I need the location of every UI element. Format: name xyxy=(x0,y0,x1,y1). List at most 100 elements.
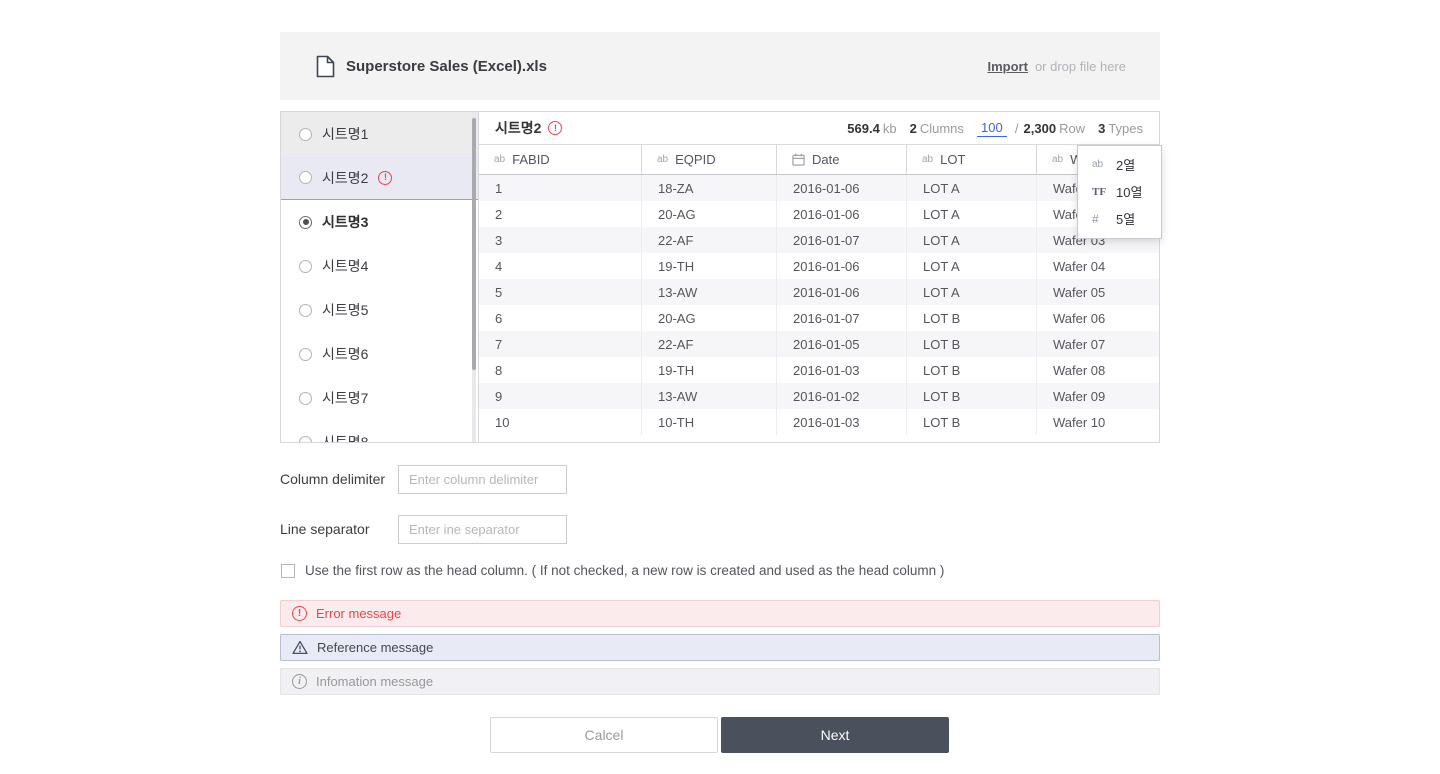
radio-icon[interactable] xyxy=(299,259,312,273)
cell: 10-TH xyxy=(642,409,777,435)
sheet-label: 시트명1 xyxy=(322,126,369,142)
radio-checked-icon[interactable] xyxy=(299,215,312,229)
sidebar-item-sheet7[interactable]: 시트명7 xyxy=(281,376,478,420)
radio-icon[interactable] xyxy=(299,171,312,184)
radio-icon[interactable] xyxy=(299,391,312,405)
sidebar-item-sheet1[interactable]: 시트명1 xyxy=(281,112,478,156)
radio-icon[interactable] xyxy=(299,303,312,317)
radio-icon[interactable] xyxy=(299,347,312,361)
rows-label: Row xyxy=(1059,120,1086,136)
cell: 3 xyxy=(479,227,642,253)
sheet-label: 시트명5 xyxy=(322,302,369,318)
sidebar-scrollbar-thumb[interactable] xyxy=(472,118,476,370)
columns-label: Clumns xyxy=(919,120,964,136)
sidebar-item-sheet3[interactable]: 시트명3 xyxy=(281,200,478,244)
info-icon xyxy=(292,674,307,689)
text-type-icon: ab xyxy=(1052,154,1064,165)
table-row[interactable]: 6 20-AG 2016-01-07 LOT B Wafer 06 xyxy=(479,305,1159,331)
table-body: 1 18-ZA 2016-01-06 LOT A Wafer 01 2 20-A… xyxy=(479,175,1159,435)
sheet-label: 시트명3 xyxy=(322,214,369,230)
rows-preview-count-input[interactable]: 100 xyxy=(976,120,1007,137)
cell: 6 xyxy=(479,305,642,331)
cell: 22-AF xyxy=(642,331,777,357)
line-separator-input[interactable] xyxy=(398,515,567,544)
dropdown-option-date[interactable]: TF 10열 xyxy=(1092,185,1143,200)
dropdown-option-number[interactable]: # 5열 xyxy=(1092,211,1136,228)
sheet-title-warning-icon xyxy=(548,121,563,135)
table-row[interactable]: 7 22-AF 2016-01-05 LOT B Wafer 07 xyxy=(479,331,1159,357)
dateformat-type-icon: TF xyxy=(1092,185,1107,198)
cell: 13-AW xyxy=(642,279,777,305)
error-icon xyxy=(292,606,307,621)
cancel-button[interactable]: Calcel xyxy=(490,717,718,753)
sheet-stats: 569.4 kb 2 Clumns 100 / 2,300 Row 3 Types xyxy=(847,120,1143,137)
cell: 9 xyxy=(479,383,642,409)
cell: 20-AG xyxy=(642,305,777,331)
info-message-text: Infomation message xyxy=(316,674,434,689)
table-row[interactable]: 10 10-TH 2016-01-03 LOT B Wafer 10 xyxy=(479,409,1159,435)
types-label: Types xyxy=(1108,120,1143,136)
sheet-label: 시트명8 xyxy=(322,434,369,442)
table-row[interactable]: 4 19-TH 2016-01-06 LOT A Wafer 04 xyxy=(479,253,1159,279)
table-row[interactable]: 1 18-ZA 2016-01-06 LOT A Wafer 01 xyxy=(479,175,1159,201)
line-separator-label: Line separator xyxy=(280,521,370,537)
cell: 2016-01-06 xyxy=(777,175,907,201)
sheet-warning-icon xyxy=(378,170,393,185)
cell: Wafer 06 xyxy=(1053,310,1106,326)
cell: LOT B xyxy=(907,357,1037,383)
cell: 2016-01-06 xyxy=(777,279,907,305)
cell: LOT A xyxy=(907,279,1037,305)
cell: LOT B xyxy=(907,305,1037,331)
cell: 22-AF xyxy=(642,227,777,253)
cell: 4 xyxy=(479,253,642,279)
table-row[interactable]: 5 13-AW 2016-01-06 LOT A Wafer 05 xyxy=(479,279,1159,305)
text-type-icon: ab xyxy=(494,154,506,165)
cell: 2016-01-06 xyxy=(777,201,907,227)
calendar-icon xyxy=(792,153,805,166)
next-button[interactable]: Next xyxy=(721,717,949,753)
column-header-row: ab FABID ab EQPID Date ab LOT xyxy=(479,145,1159,175)
cell: Wafer 10 xyxy=(1053,414,1106,430)
import-link[interactable]: Import xyxy=(987,58,1028,74)
text-type-icon: ab xyxy=(657,154,669,165)
sidebar-item-sheet2[interactable]: 시트명2 xyxy=(281,156,478,200)
cell: Wafer 05 xyxy=(1053,284,1106,300)
sidebar-item-sheet5[interactable]: 시트명5 xyxy=(281,288,478,332)
rows-divider: / xyxy=(1014,120,1019,136)
number-type-icon: # xyxy=(1092,211,1099,226)
cell: 2016-01-07 xyxy=(777,227,907,253)
column-header-eqpid[interactable]: ab EQPID xyxy=(642,145,777,174)
cell: 8 xyxy=(479,357,642,383)
info-message-bar: Infomation message xyxy=(280,668,1160,695)
cell: LOT A xyxy=(907,227,1037,253)
cell: 19-TH xyxy=(642,253,777,279)
cell: 10 xyxy=(479,409,642,435)
table-row[interactable]: 8 19-TH 2016-01-03 LOT B Wafer 08 xyxy=(479,357,1159,383)
radio-icon[interactable] xyxy=(299,127,312,141)
table-row[interactable]: 3 22-AF 2016-01-07 LOT A Wafer 03 xyxy=(479,227,1159,253)
file-name: Superstore Sales (Excel).xls xyxy=(346,57,547,75)
sidebar-item-sheet6[interactable]: 시트명6 xyxy=(281,332,478,376)
column-header-date[interactable]: Date xyxy=(777,145,907,174)
column-header-lot[interactable]: ab LOT xyxy=(907,145,1037,174)
first-row-header-checkbox[interactable] xyxy=(281,563,295,578)
sidebar-item-sheet8[interactable]: 시트명8 xyxy=(281,420,478,442)
sidebar-item-sheet4[interactable]: 시트명4 xyxy=(281,244,478,288)
cell: Wafer 04 xyxy=(1053,258,1106,274)
column-delimiter-input[interactable] xyxy=(398,465,567,494)
cell: 1 xyxy=(479,175,642,201)
cell: 2016-01-06 xyxy=(777,253,907,279)
error-message-text: Error message xyxy=(316,606,402,621)
column-header-fabid[interactable]: ab FABID xyxy=(479,145,642,174)
table-row[interactable]: 9 13-AW 2016-01-02 LOT B Wafer 09 xyxy=(479,383,1159,409)
column-type-dropdown: ab 2열 TF 10열 # 5열 xyxy=(1077,145,1162,239)
import-controls: Import or drop file here xyxy=(987,59,1126,74)
rows-total: 2,300 xyxy=(1023,120,1057,136)
columns-count: 2 xyxy=(909,120,917,136)
table-row[interactable]: 2 20-AG 2016-01-06 LOT A Wafer 02 xyxy=(479,201,1159,227)
radio-icon[interactable] xyxy=(299,435,312,442)
dropdown-option-text[interactable]: ab 2열 xyxy=(1092,158,1136,173)
cell: 18-ZA xyxy=(642,175,777,201)
